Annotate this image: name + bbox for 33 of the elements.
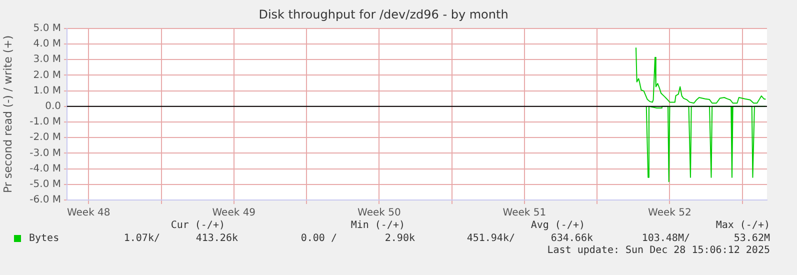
y-tick-label: -3.0 M: [30, 148, 61, 159]
text: 1.07k/: [124, 233, 160, 244]
text: 634.66k: [550, 233, 593, 244]
text: 2.90k: [384, 233, 415, 244]
y-tick-label: -1.0 M: [30, 116, 61, 128]
y-tick-label: -2.0 M: [30, 132, 61, 144]
text: 53.62M: [734, 233, 770, 244]
x-tick-label: Week 48: [66, 208, 110, 219]
text: 0.00 /: [300, 233, 337, 244]
y-tick-label: 3.0 M: [33, 54, 61, 66]
y-axis-title: Pr second read (-) / write (+): [1, 35, 14, 194]
y-tick-label: 1.0 M: [33, 85, 61, 96]
y-tick-label: -4.0 M: [30, 163, 61, 174]
chart-title: Disk throughput for /dev/zd96 - by month: [258, 7, 508, 22]
y-tick-label: -6.0 M: [30, 194, 61, 206]
x-tick-label: Week 51: [502, 208, 546, 219]
text: 451.94k/: [466, 233, 515, 244]
y-tick-label: 0.0: [45, 100, 61, 112]
text: 413.26k: [196, 233, 238, 244]
x-tick-label: Week 52: [648, 208, 692, 219]
y-tick-label: 4.0 M: [33, 38, 61, 50]
x-tick-label: Week 49: [212, 208, 256, 219]
text: 103.48M/: [642, 233, 690, 244]
text: Max (-/+): [716, 220, 770, 231]
text: Last update: Sun Dec 28 15:06:12 2025: [547, 245, 770, 256]
text: Avg (-/+): [530, 220, 585, 231]
y-tick-label: 2.0 M: [33, 70, 61, 81]
y-tick-label: -5.0 M: [30, 178, 61, 190]
y-tick-label: 5.0 M: [33, 22, 61, 34]
text: Cur (-/+): [170, 220, 225, 231]
x-tick-label: Week 50: [358, 208, 401, 219]
legend-label: Bytes: [29, 233, 60, 244]
text: Min (-/+): [350, 220, 405, 231]
